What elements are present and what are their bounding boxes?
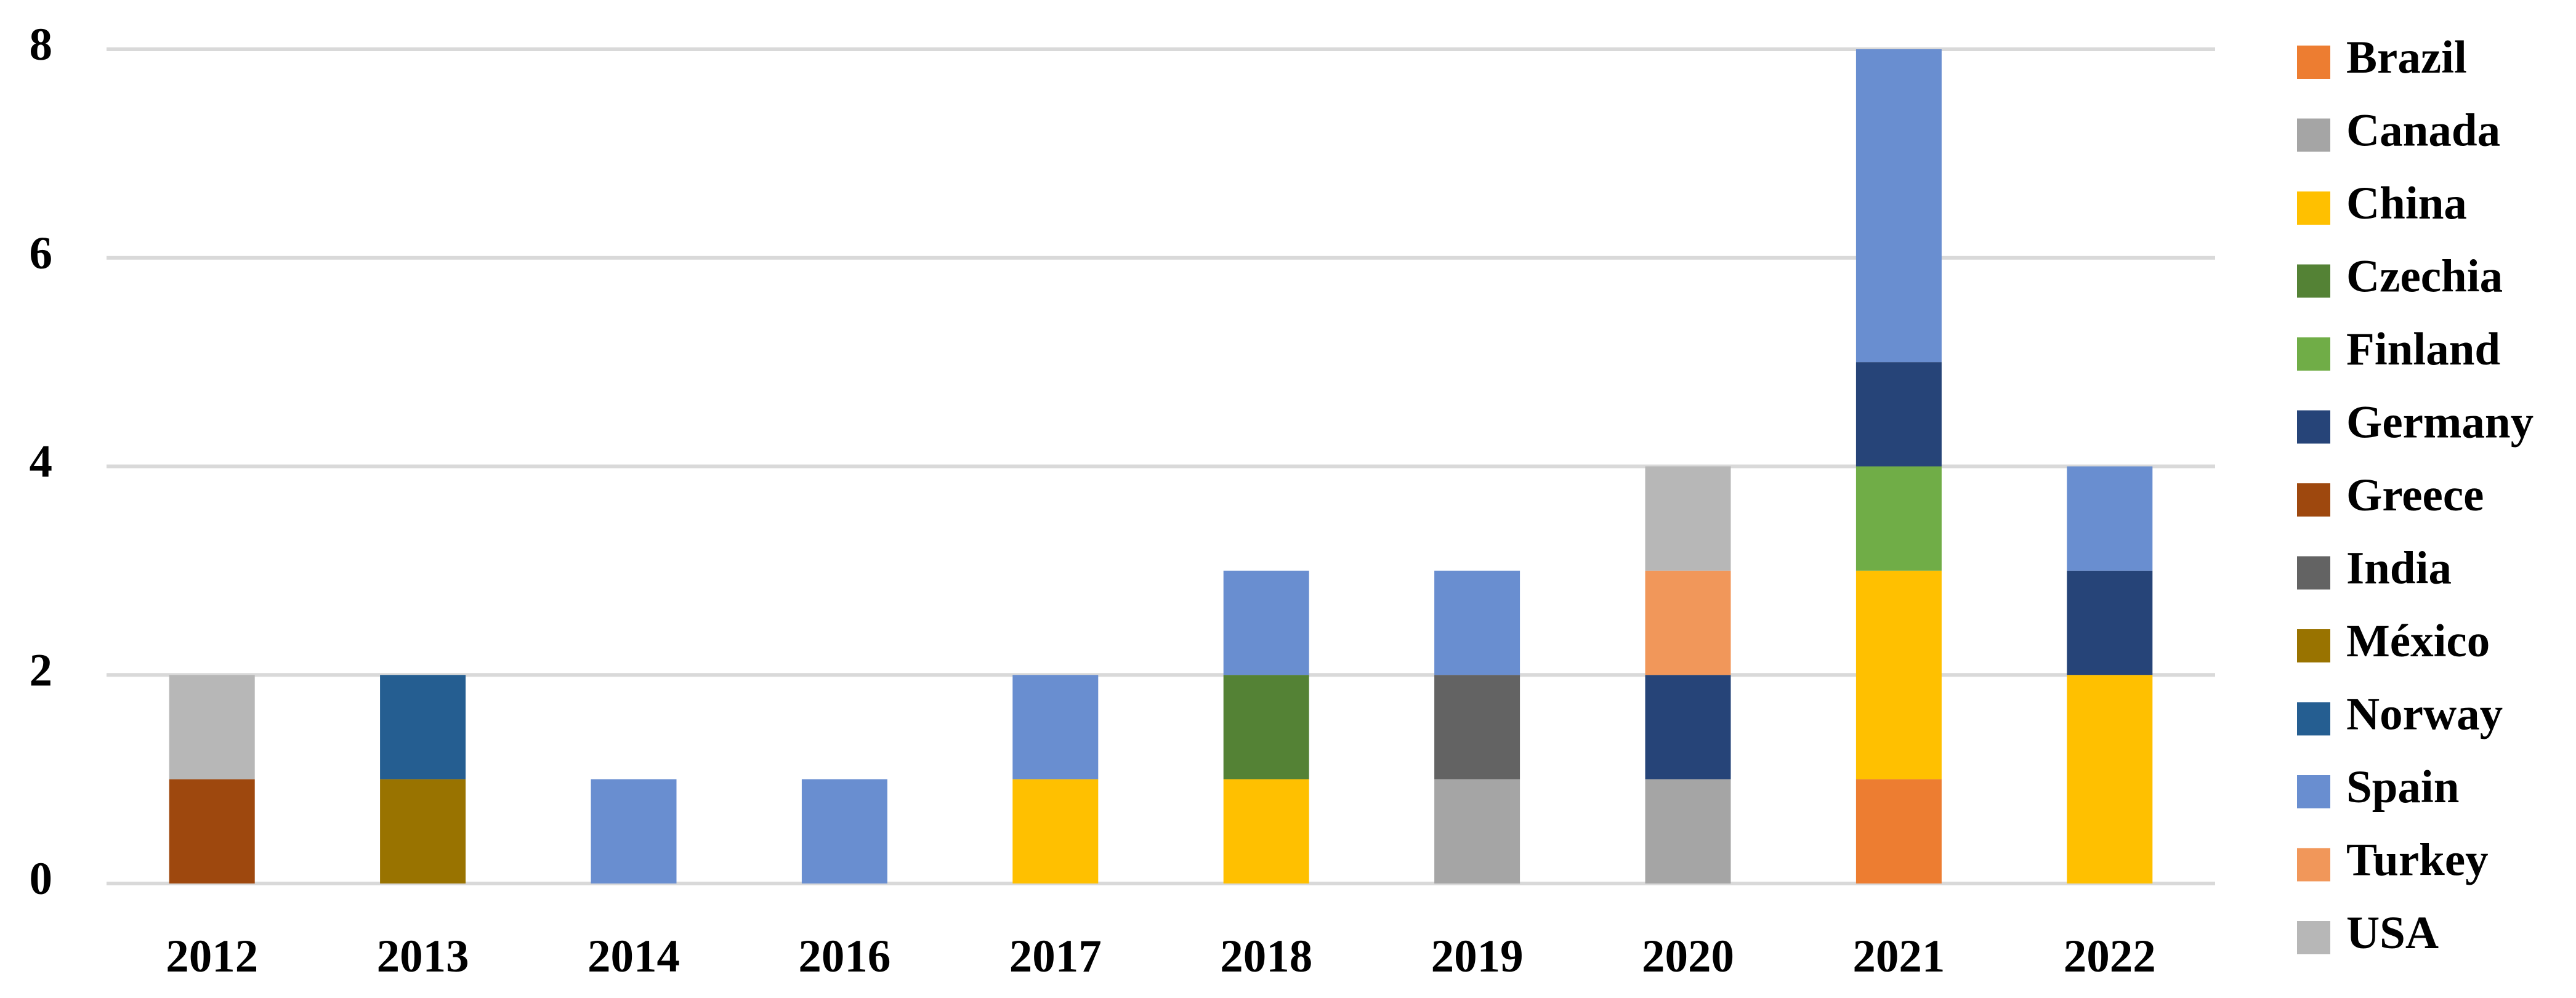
y-tick-label: 2	[30, 645, 53, 696]
legend-swatch	[2297, 337, 2330, 371]
bar-segment	[1434, 675, 1520, 779]
bar-segment	[1645, 675, 1731, 779]
legend-swatch	[2297, 556, 2330, 590]
bar-segment	[2067, 675, 2153, 883]
legend-swatch	[2297, 921, 2330, 954]
bar-segment	[1645, 779, 1731, 883]
bar-segment	[801, 779, 887, 883]
bar-segment	[1855, 466, 1942, 571]
y-tick-label: 0	[30, 853, 53, 904]
legend-label: México	[2346, 616, 2490, 667]
x-tick-label: 2021	[1852, 931, 1945, 982]
legend-label: Canada	[2346, 105, 2500, 156]
legend-label: Czechia	[2346, 251, 2503, 302]
bar-segment	[1434, 570, 1520, 675]
legend-swatch	[2297, 46, 2330, 79]
legend-label: India	[2346, 543, 2452, 594]
legend-label: Germany	[2346, 397, 2534, 448]
x-tick-label: 2013	[377, 931, 469, 982]
legend-swatch	[2297, 848, 2330, 882]
legend-label: Spain	[2346, 762, 2459, 813]
bar-segment	[591, 779, 677, 883]
bar-segment	[1434, 779, 1520, 883]
bar-segment	[380, 779, 466, 883]
legend-swatch	[2297, 483, 2330, 517]
bar-segment	[1223, 779, 1309, 883]
x-tick-label: 2018	[1220, 931, 1312, 982]
bar-segment	[1012, 779, 1099, 883]
x-tick-label: 2022	[2064, 931, 2156, 982]
bar-segment	[1645, 466, 1731, 571]
bar-segment	[1855, 362, 1942, 467]
legend-swatch	[2297, 118, 2330, 152]
bar-segment	[2067, 466, 2153, 571]
bar-segment	[1855, 49, 1942, 363]
bar-segment	[1223, 570, 1309, 675]
legend-swatch	[2297, 410, 2330, 444]
x-tick-label: 2014	[587, 931, 680, 982]
x-tick-label: 2020	[1642, 931, 1734, 982]
x-tick-label: 2016	[798, 931, 890, 982]
bar-segment	[1855, 570, 1942, 779]
x-tick-label: 2019	[1431, 931, 1524, 982]
legend-swatch	[2297, 775, 2330, 808]
bar-segment	[1855, 779, 1942, 883]
x-tick-label: 2017	[1009, 931, 1102, 982]
bar-segment	[1223, 675, 1309, 779]
bar-segment	[1645, 570, 1731, 675]
legend-swatch	[2297, 629, 2330, 662]
legend-label: Finland	[2346, 324, 2500, 375]
legend-label: Turkey	[2346, 835, 2489, 886]
legend-swatch	[2297, 264, 2330, 298]
legend-label: Greece	[2346, 470, 2484, 521]
legend-label: Brazil	[2346, 32, 2467, 83]
x-tick-label: 2012	[166, 931, 258, 982]
legend-label: USA	[2346, 907, 2439, 959]
y-tick-label: 6	[30, 228, 53, 279]
y-tick-label: 4	[30, 437, 53, 488]
legend-swatch	[2297, 702, 2330, 736]
bar-segment	[380, 675, 466, 779]
legend-swatch	[2297, 191, 2330, 225]
bar-segment	[1012, 675, 1099, 779]
legend-label: Norway	[2346, 689, 2503, 740]
bar-segment	[169, 779, 255, 883]
bar-segment	[2067, 570, 2153, 675]
bar-segment	[169, 675, 255, 779]
legend-label: China	[2346, 178, 2467, 229]
y-tick-label: 8	[30, 19, 53, 70]
